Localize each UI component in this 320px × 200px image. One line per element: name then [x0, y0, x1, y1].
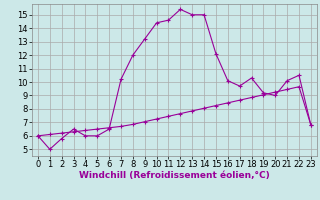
- X-axis label: Windchill (Refroidissement éolien,°C): Windchill (Refroidissement éolien,°C): [79, 171, 270, 180]
